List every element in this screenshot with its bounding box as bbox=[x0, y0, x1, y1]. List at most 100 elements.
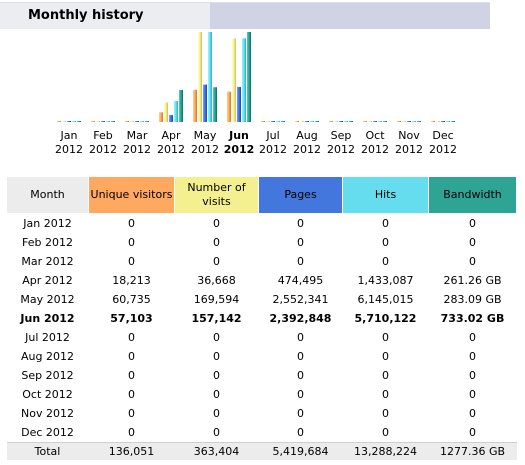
total-visits: 363,404 bbox=[174, 442, 259, 460]
x-tick-year: 2012 bbox=[123, 143, 151, 156]
cell-visits: 0 bbox=[213, 388, 220, 401]
cell-hits: 0 bbox=[382, 255, 389, 268]
x-tick-year: 2012 bbox=[191, 143, 219, 156]
cell-month: May 2012 bbox=[20, 293, 75, 306]
bar-unique-visitors-feb-2012 bbox=[91, 121, 95, 122]
cell-pages: 0 bbox=[297, 388, 304, 401]
header-visits: Number of visits bbox=[174, 176, 259, 214]
x-tick-month: Mar bbox=[127, 129, 148, 142]
cell-hits: 0 bbox=[382, 236, 389, 249]
cell-bandwidth: 0 bbox=[469, 236, 476, 249]
table-row: Dec 2012 0 0 0 0 0 bbox=[7, 423, 517, 443]
cell-pages: 0 bbox=[297, 369, 304, 382]
cell-unique: 0 bbox=[128, 255, 135, 268]
bar-unique-visitors-jul-2012 bbox=[261, 121, 265, 122]
bar-unique-visitors-may-2012 bbox=[193, 89, 197, 122]
bar-bandwidth-jan-2012 bbox=[77, 121, 81, 122]
bar-bandwidth-nov-2012 bbox=[417, 121, 421, 122]
total-pages: 5,419,684 bbox=[258, 442, 343, 460]
table-row: Jun 2012 57,103 157,142 2,392,848 5,710,122 7… bbox=[7, 309, 517, 328]
bar-visits-apr-2012 bbox=[164, 102, 168, 122]
x-tick-year: 2012 bbox=[293, 143, 321, 156]
cell-month: Oct 2012 bbox=[22, 388, 73, 401]
cell-pages: 0 bbox=[297, 217, 304, 230]
table-total-row: Total 136,051 363,404 5,419,684 13,288,2… bbox=[6, 442, 517, 460]
cell-hits: 6,145,015 bbox=[357, 293, 414, 306]
bar-visits-aug-2012 bbox=[300, 121, 304, 122]
header-bandwidth: Bandwidth bbox=[428, 176, 517, 214]
section-header: Monthly history bbox=[0, 2, 490, 29]
table-row: Nov 2012 0 0 0 0 0 bbox=[7, 404, 517, 423]
header-unique-visitors: Unique visitors bbox=[88, 176, 175, 214]
cell-month: Apr 2012 bbox=[22, 274, 73, 287]
bar-bandwidth-jul-2012 bbox=[281, 121, 285, 122]
bar-visits-jul-2012 bbox=[266, 121, 270, 122]
cell-bandwidth: 0 bbox=[469, 388, 476, 401]
cell-pages: 2,392,848 bbox=[269, 312, 332, 325]
cell-month: Dec 2012 bbox=[21, 426, 74, 439]
cell-month: Mar 2012 bbox=[21, 255, 74, 268]
total-hits: 13,288,224 bbox=[342, 442, 429, 460]
x-tick-month: Nov bbox=[398, 129, 420, 142]
cell-hits: 5,710,122 bbox=[354, 312, 417, 325]
bar-pages-jun-2012 bbox=[237, 86, 241, 122]
cell-unique: 0 bbox=[128, 407, 135, 420]
bar-bandwidth-oct-2012 bbox=[383, 121, 387, 122]
bar-unique-visitors-jun-2012 bbox=[227, 91, 231, 122]
bar-bandwidth-feb-2012 bbox=[111, 121, 115, 122]
table-row: May 2012 60,735 169,594 2,552,341 6,145,015 2… bbox=[7, 290, 517, 309]
bar-unique-visitors-jan-2012 bbox=[57, 121, 61, 122]
cell-pages: 0 bbox=[297, 350, 304, 363]
x-tick-month: Oct bbox=[365, 129, 385, 142]
x-tick-year: 2012 bbox=[259, 143, 287, 156]
bar-bandwidth-may-2012 bbox=[213, 87, 217, 122]
cell-visits: 36,668 bbox=[197, 274, 236, 287]
x-tick-month: Dec bbox=[432, 129, 453, 142]
cell-bandwidth: 283.09 GB bbox=[443, 293, 502, 306]
x-tick-year: 2012 bbox=[361, 143, 389, 156]
cell-unique: 0 bbox=[128, 236, 135, 249]
bar-visits-jan-2012 bbox=[62, 121, 66, 122]
cell-unique: 0 bbox=[128, 426, 135, 439]
cell-hits: 0 bbox=[382, 217, 389, 230]
table-row: Mar 2012 0 0 0 0 0 bbox=[7, 252, 517, 271]
x-tick-year: 2012 bbox=[224, 143, 255, 156]
x-tick-month: Jul bbox=[265, 129, 279, 142]
cell-bandwidth: 733.02 GB bbox=[440, 312, 505, 325]
cell-pages: 2,552,341 bbox=[272, 293, 329, 306]
bar-pages-jul-2012 bbox=[271, 121, 275, 122]
cell-visits: 0 bbox=[213, 369, 220, 382]
bar-visits-sep-2012 bbox=[334, 121, 338, 122]
cell-visits: 0 bbox=[213, 217, 220, 230]
cell-hits: 0 bbox=[382, 407, 389, 420]
cell-visits: 0 bbox=[213, 350, 220, 363]
section-title: Monthly history bbox=[0, 3, 210, 29]
bar-hits-may-2012 bbox=[208, 32, 212, 122]
x-tick-month: Aug bbox=[296, 129, 317, 142]
cell-bandwidth: 0 bbox=[469, 350, 476, 363]
bar-hits-mar-2012 bbox=[140, 121, 144, 122]
bar-unique-visitors-dec-2012 bbox=[431, 121, 435, 122]
cell-unique: 57,103 bbox=[110, 312, 153, 325]
bar-bandwidth-aug-2012 bbox=[315, 121, 319, 122]
cell-hits: 0 bbox=[382, 369, 389, 382]
cell-pages: 474,495 bbox=[277, 274, 324, 287]
cell-hits: 0 bbox=[382, 350, 389, 363]
cell-visits: 0 bbox=[213, 236, 220, 249]
bar-hits-dec-2012 bbox=[446, 121, 450, 122]
cell-month: Sep 2012 bbox=[21, 369, 74, 382]
bar-pages-feb-2012 bbox=[101, 121, 105, 122]
cell-month: Jan 2012 bbox=[23, 217, 72, 230]
x-tick-year: 2012 bbox=[157, 143, 185, 156]
table-row: Apr 2012 18,213 36,668 474,495 1,433,087 261.… bbox=[7, 271, 517, 290]
cell-pages: 0 bbox=[297, 236, 304, 249]
cell-unique: 60,735 bbox=[112, 293, 151, 306]
cell-pages: 0 bbox=[297, 426, 304, 439]
cell-bandwidth: 0 bbox=[469, 426, 476, 439]
bar-unique-visitors-oct-2012 bbox=[363, 121, 367, 122]
bar-hits-oct-2012 bbox=[378, 121, 382, 122]
x-tick-month: May bbox=[194, 129, 217, 142]
cell-visits: 0 bbox=[213, 331, 220, 344]
header-month: Month bbox=[6, 176, 89, 214]
bar-visits-nov-2012 bbox=[402, 121, 406, 122]
